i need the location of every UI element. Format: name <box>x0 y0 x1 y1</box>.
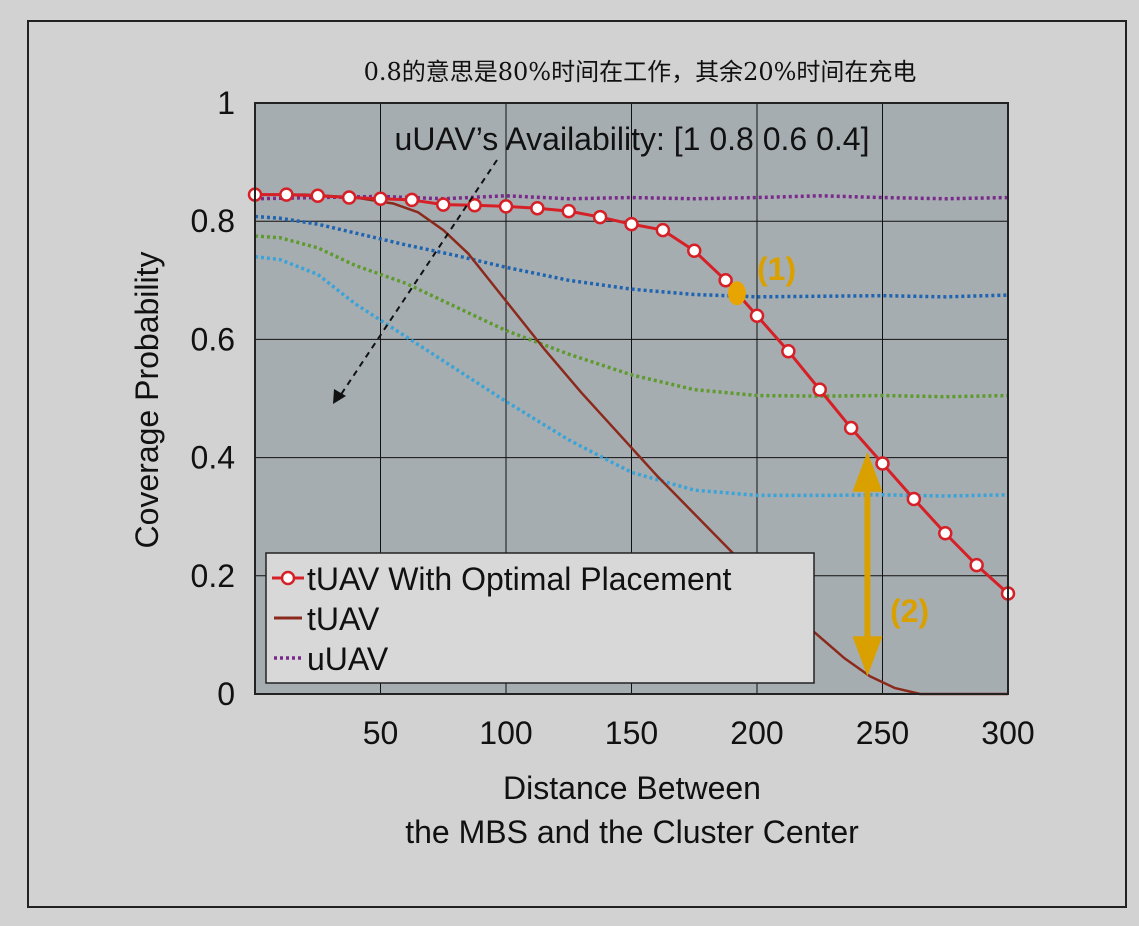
x-tick-label: 150 <box>605 715 658 751</box>
x-tick-label: 250 <box>856 715 909 751</box>
data-point-optimal <box>843 420 859 436</box>
legend-item-optimal: tUAV With Optimal Placement <box>272 561 732 597</box>
x-tick-label: 300 <box>981 715 1034 751</box>
y-tick-label: 0.4 <box>191 440 235 476</box>
gap-arrow-head-top <box>852 451 883 492</box>
x-tick-label: 100 <box>479 715 532 751</box>
x-tick-label: 200 <box>730 715 783 751</box>
legend-item-tuav: tUAV <box>274 601 380 637</box>
data-point-optimal <box>969 557 984 573</box>
annotation-1: (1) <box>757 251 796 287</box>
highlight-point <box>727 281 746 306</box>
data-point-optimal <box>561 203 576 219</box>
legend-item-uuav: uUAV <box>274 641 389 677</box>
series-line-tuav <box>255 193 1008 696</box>
series-layer <box>247 187 1016 696</box>
data-point-optimal <box>436 197 451 212</box>
x-axis-label-line2: the MBS and the Cluster Center <box>405 814 859 850</box>
gap-arrow-head-bottom <box>852 636 883 677</box>
legend: tUAV With Optimal Placement tUAV uUAV <box>265 552 815 684</box>
data-point-optimal <box>530 200 545 216</box>
legend-label-tuav: tUAV <box>307 601 380 637</box>
data-point-optimal <box>718 273 733 288</box>
data-point-optimal <box>749 308 765 324</box>
data-point-optimal <box>687 243 702 258</box>
data-point-optimal <box>279 187 294 202</box>
data-point-optimal <box>592 209 608 225</box>
series-line-uuav-0.6 <box>254 234 1009 399</box>
data-point-optimal <box>906 491 922 507</box>
trend-arrow <box>333 159 498 404</box>
data-point-optimal <box>812 382 827 397</box>
series-line-uuav-0.8 <box>254 214 1009 299</box>
data-point-optimal <box>341 190 357 205</box>
data-point-optimal <box>373 191 388 206</box>
data-point-optimal <box>655 222 671 238</box>
y-axis-label: Coverage Probability <box>129 251 165 548</box>
y-tick-label: 0.6 <box>191 321 235 357</box>
y-tick-label: 0.2 <box>191 558 235 594</box>
legend-box <box>265 552 815 684</box>
tick-labels: 50 100 150 200 250 300 0 0.2 0.4 0.6 0.8 1 <box>191 85 1035 751</box>
data-point-optimal <box>781 343 796 359</box>
data-point-optimal <box>624 216 639 232</box>
data-point-optimal <box>938 525 953 541</box>
legend-label-optimal: tUAV With Optimal Placement <box>307 561 732 597</box>
availability-annotation: uUAV’s Availability: [1 0.8 0.6 0.4] <box>395 121 870 157</box>
y-tick-label: 0.8 <box>191 203 235 239</box>
data-point-optimal <box>467 197 482 213</box>
y-tick-label: 0 <box>217 676 235 712</box>
data-point-optimal <box>404 192 420 208</box>
data-point-optimal <box>310 188 325 204</box>
gap-arrow <box>852 451 883 677</box>
y-tick-label: 1 <box>217 85 235 121</box>
legend-label-uuav: uUAV <box>307 641 389 677</box>
data-point-optimal <box>498 199 514 214</box>
annotation-2: (2) <box>890 593 929 629</box>
chart-note: 0.8的意思是80%时间在工作，其余20%时间在充电 <box>364 58 917 86</box>
x-axis-label-line1: Distance Between <box>503 770 761 806</box>
x-tick-label: 50 <box>363 715 399 751</box>
data-point-optimal <box>875 456 890 471</box>
plot-border <box>254 102 1009 695</box>
series-line-uuav-0.4 <box>254 254 1009 498</box>
